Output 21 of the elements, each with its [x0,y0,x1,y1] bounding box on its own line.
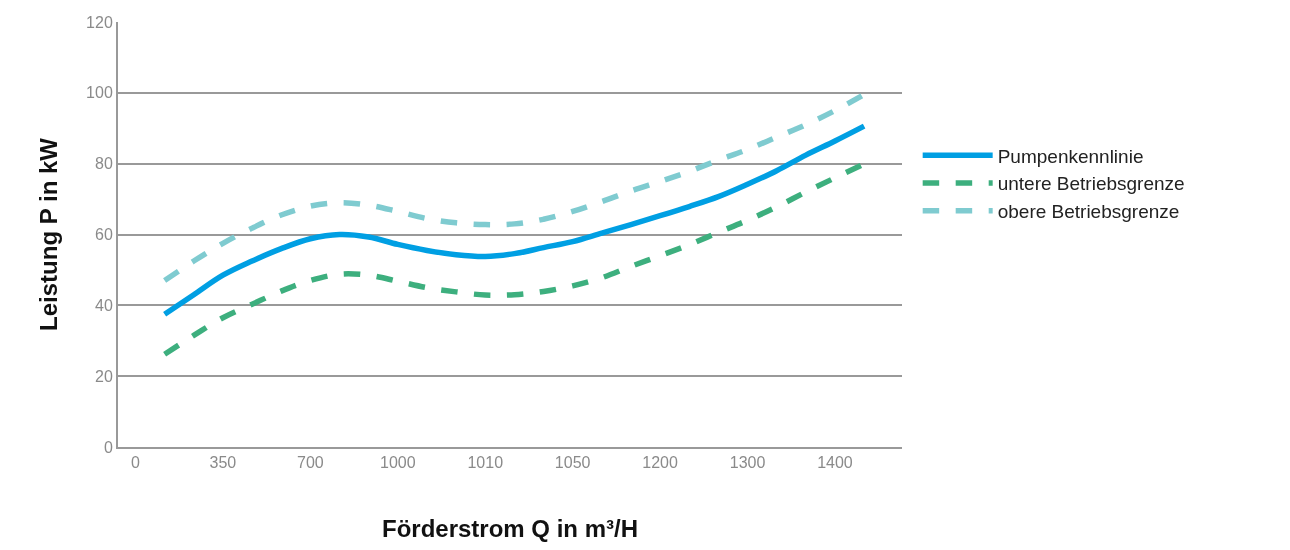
x-tick-label: 700 [297,454,324,472]
legend-label: obere Betriebsgrenze [997,201,1180,223]
x-tick-label: 1050 [554,454,591,472]
y-tick-label: 100 [86,84,113,102]
legend-label: Pumpenkennlinie [997,145,1144,167]
y-tick-label: 120 [86,13,113,31]
x-tick-label: 0 [131,454,141,472]
x-tick-label: 350 [209,454,237,472]
x-tick-label: 1010 [467,454,504,472]
legend-label: untere Betriebsgrenze [997,173,1185,195]
x-tick-label: 1300 [729,454,766,472]
x-axis-title: Förderstrom Q in m³/H [381,515,639,542]
y-tick-label: 40 [95,296,113,314]
y-tick-label: 80 [95,155,113,173]
y-axis-title: Leistung P in kW [34,137,62,331]
x-tick-label: 1200 [642,454,678,472]
y-tick-label: 20 [95,367,113,385]
y-tick-label: 60 [95,226,113,244]
x-tick-label: 1000 [379,454,416,472]
x-tick-label: 1400 [817,454,853,472]
y-tick-label: 0 [103,438,113,456]
